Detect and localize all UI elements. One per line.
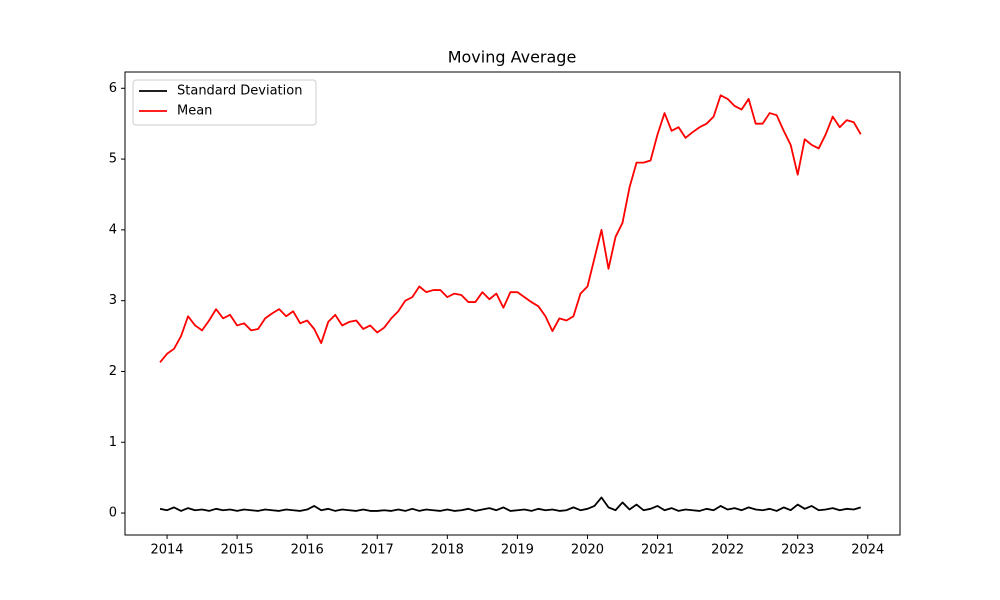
- chart-title: Moving Average: [448, 48, 577, 67]
- x-tick-label: 2018: [431, 543, 464, 558]
- y-tick-label: 4: [109, 222, 117, 237]
- x-tick-label: 2016: [291, 543, 324, 558]
- series-line: [159, 94, 862, 363]
- y-tick-label: 1: [109, 435, 117, 450]
- legend-box: [132, 79, 317, 126]
- series-line: [159, 496, 862, 512]
- y-tick-label: 5: [109, 152, 117, 167]
- x-tick-label: 2015: [221, 543, 254, 558]
- plot-frame: [124, 71, 901, 536]
- y-tick-label: 2: [109, 364, 117, 379]
- x-tick-label: 2024: [851, 543, 884, 558]
- y-tick-label: 6: [109, 81, 117, 96]
- x-tick-label: 2014: [150, 543, 183, 558]
- y-tick-label: 3: [109, 293, 117, 308]
- x-tick-label: 2019: [501, 543, 534, 558]
- x-tick-label: 2023: [781, 543, 814, 558]
- x-tick-label: 2020: [571, 543, 604, 558]
- x-tick-label: 2017: [361, 543, 394, 558]
- x-tick-label: 2022: [711, 543, 744, 558]
- legend-label: Mean: [177, 104, 212, 119]
- x-tick-label: 2021: [641, 543, 674, 558]
- legend-label: Standard Deviation: [177, 84, 302, 99]
- y-tick-label: 0: [109, 506, 117, 521]
- legend: Standard Deviation Mean: [132, 79, 317, 126]
